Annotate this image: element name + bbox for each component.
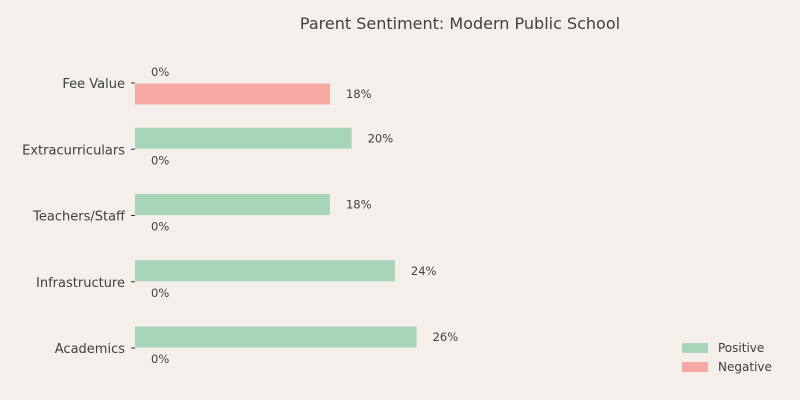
bar-positive-academics [135,326,417,348]
data-labels: 26% 0% 24% 0% 18% 0% 20% 0% 0% 18% [151,65,458,366]
bar-positive-extracurriculars [135,127,352,149]
data-label-positive-extracurriculars: 20% [368,131,394,145]
y-tick-label-teachers-staff: Teachers/Staff [32,210,126,225]
y-tick-label-fee-value: Fee Value [62,77,125,92]
chart-title: Parent Sentiment: Modern Public School [300,14,620,33]
data-label-positive-fee-value: 0% [151,65,169,79]
legend-label-positive: Positive [718,341,764,355]
bar-positive-infrastructure [135,260,395,282]
y-tick-label-infrastructure: Infrastructure [36,276,125,291]
data-label-negative-academics: 0% [151,352,169,366]
legend: Positive Negative [682,341,772,374]
y-axis-ticks: Academics Infrastructure Teachers/Staff Ext… [22,77,135,357]
data-label-negative-infrastructure: 0% [151,286,169,300]
bar-positive-teachers-staff [135,194,330,215]
data-label-negative-fee-value: 18% [346,87,372,101]
data-label-negative-extracurriculars: 0% [151,153,169,167]
y-tick-label-academics: Academics [55,342,125,357]
data-label-negative-teachers-staff: 0% [151,220,169,234]
data-label-positive-teachers-staff: 18% [346,198,372,212]
y-tick-label-extracurriculars: Extracurriculars [22,143,125,158]
legend-label-negative: Negative [718,360,772,374]
legend-swatch-negative [682,362,708,372]
data-label-positive-academics: 26% [433,330,459,344]
legend-swatch-positive [682,343,708,353]
bars-group [135,83,417,348]
data-label-positive-infrastructure: 24% [411,264,437,278]
bar-negative-fee-value [135,83,330,105]
